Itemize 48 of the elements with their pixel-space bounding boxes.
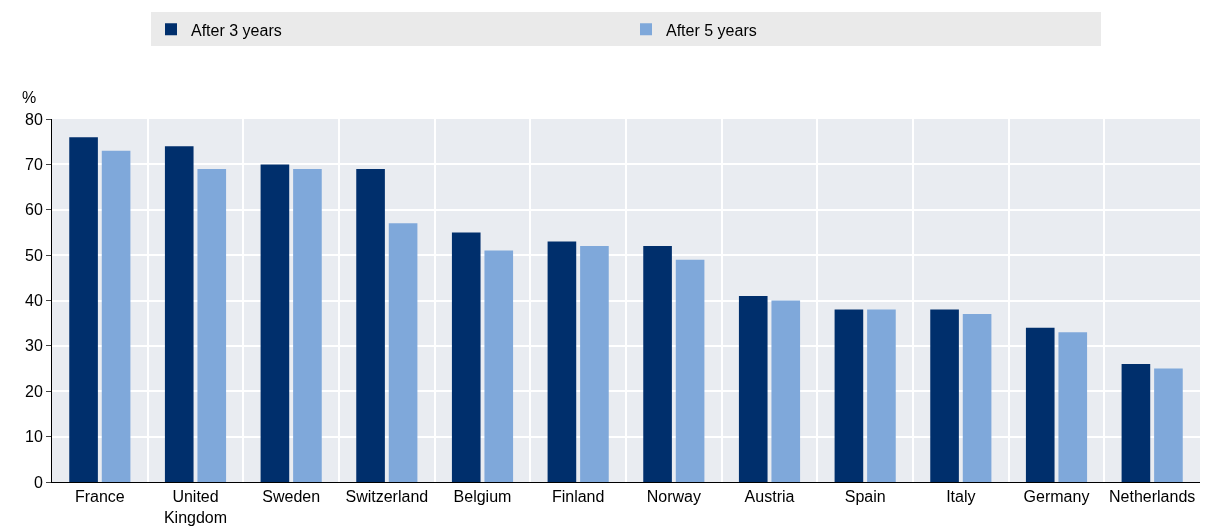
legend-label: After 3 years	[191, 21, 282, 39]
y-tick-label: 0	[33, 473, 43, 491]
bar	[675, 259, 705, 482]
y-tick-label: 20	[25, 382, 43, 400]
bar	[1154, 368, 1183, 482]
bar	[197, 168, 227, 482]
y-tick-label: 10	[25, 428, 43, 446]
y-tick-label: 30	[25, 337, 43, 355]
bar	[69, 137, 98, 482]
y-tick-label: 70	[25, 155, 43, 173]
y-axis-title: %	[22, 89, 37, 106]
x-tick-label: Italy	[946, 488, 976, 506]
x-tick-label: Norway	[646, 488, 701, 506]
y-tick-label: 50	[25, 246, 43, 264]
bar	[580, 246, 609, 482]
bar	[771, 300, 801, 482]
x-tick-label: United Kingdom	[163, 488, 228, 526]
x-tick-label: Netherlands	[1109, 488, 1196, 506]
y-tick-label: 40	[25, 292, 43, 310]
bar	[164, 146, 194, 482]
bar	[293, 168, 322, 482]
bar	[1025, 327, 1055, 482]
x-tick-label: Austria	[744, 488, 795, 506]
x-tick-label: Germany	[1023, 488, 1090, 506]
bar	[962, 314, 992, 482]
x-tick-label: Finland	[551, 488, 605, 506]
bar	[867, 309, 896, 482]
y-tick-label: 80	[25, 110, 43, 128]
bar	[484, 250, 514, 482]
bar	[260, 164, 290, 482]
bar	[643, 246, 672, 482]
legend-label: After 5 years	[666, 21, 757, 39]
bar	[834, 309, 864, 482]
bar	[930, 309, 959, 482]
bar	[1058, 332, 1088, 482]
bar	[356, 168, 385, 482]
x-tick-label: Sweden	[262, 488, 321, 506]
bar	[1121, 364, 1151, 482]
bar	[738, 295, 768, 482]
bar	[547, 241, 577, 482]
y-tick-label: 60	[25, 201, 43, 219]
x-tick-label: Spain	[844, 488, 886, 506]
bar	[388, 223, 418, 482]
x-tick-label: France	[74, 488, 125, 506]
bar	[101, 150, 131, 482]
bar	[451, 232, 481, 482]
x-tick-label: Belgium	[453, 488, 512, 506]
x-tick-label: Switzerland	[345, 488, 429, 506]
